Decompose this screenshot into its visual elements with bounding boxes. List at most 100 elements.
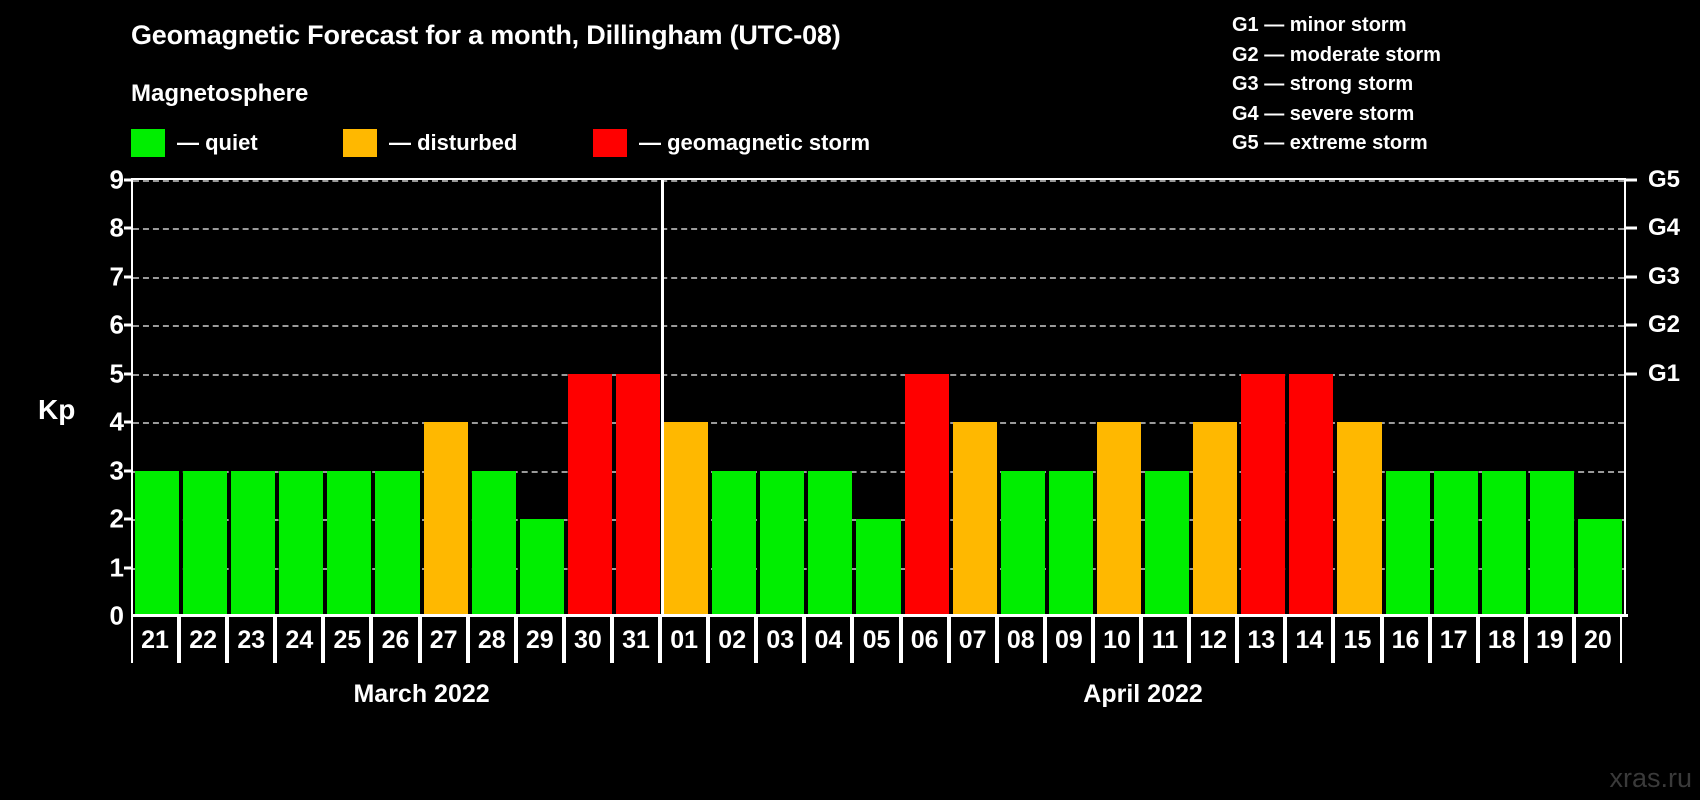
bar[interactable] (1529, 470, 1574, 616)
bar[interactable] (471, 470, 516, 616)
date-cell[interactable]: 06 (900, 617, 949, 663)
date-cell[interactable]: 13 (1237, 617, 1286, 663)
date-cell[interactable]: 26 (371, 617, 420, 663)
bar[interactable] (231, 470, 276, 616)
y-tick-mark-8 (124, 226, 133, 230)
bar-slot (806, 180, 854, 616)
bar[interactable] (1048, 470, 1093, 616)
date-cell[interactable]: 12 (1189, 617, 1238, 663)
date-cell[interactable]: 28 (467, 617, 516, 663)
month-label-1: April 2022 (1083, 680, 1203, 708)
bar-slot (1047, 180, 1095, 616)
bar[interactable] (327, 470, 372, 616)
date-cell[interactable]: 30 (563, 617, 612, 663)
g-tick-label-g2: G2 (1648, 311, 1681, 339)
date-cell[interactable]: 24 (275, 617, 324, 663)
date-cell[interactable]: 22 (179, 617, 228, 663)
date-cell[interactable]: 17 (1429, 617, 1478, 663)
g-tick-mark-g5 (1626, 178, 1637, 182)
bar[interactable] (1385, 470, 1430, 616)
bar-slot (903, 180, 951, 616)
date-cell[interactable]: 23 (227, 617, 276, 663)
y-tick-label-2: 2 (109, 503, 124, 534)
bar[interactable] (1145, 470, 1190, 616)
bar[interactable] (1000, 470, 1045, 616)
bar[interactable] (1241, 373, 1286, 616)
date-cell[interactable]: 03 (756, 617, 805, 663)
y-tick-mark-7 (124, 275, 133, 279)
y-tick-label-3: 3 (109, 455, 124, 486)
legend-item-label: — geomagnetic storm (639, 130, 871, 155)
date-cell[interactable]: 21 (131, 617, 180, 663)
date-cell[interactable]: 27 (419, 617, 468, 663)
g-tick-label-g3: G3 (1648, 262, 1681, 290)
bar[interactable] (904, 373, 949, 616)
bar[interactable] (1289, 373, 1334, 616)
legend-item-1: — disturbed (343, 128, 517, 158)
bar[interactable] (615, 373, 661, 616)
y-tick-label-6: 6 (109, 309, 124, 340)
date-cell[interactable]: 20 (1573, 617, 1622, 663)
bar[interactable] (664, 422, 709, 616)
bar[interactable] (567, 373, 612, 616)
date-cell[interactable]: 02 (708, 617, 757, 663)
date-cell[interactable]: 29 (515, 617, 564, 663)
bar-slot (854, 180, 902, 616)
bar-slot (1384, 180, 1432, 616)
bar[interactable] (279, 470, 324, 616)
bar[interactable] (808, 470, 853, 616)
date-cell[interactable]: 31 (611, 617, 661, 663)
date-cell[interactable]: 11 (1141, 617, 1190, 663)
bar[interactable] (135, 470, 180, 616)
x-axis-line (131, 614, 1628, 617)
bar[interactable] (1337, 422, 1382, 616)
y-tick-mark-1 (124, 566, 133, 570)
bar[interactable] (952, 422, 997, 616)
legend-item-2: — geomagnetic storm (593, 128, 870, 158)
date-cell[interactable]: 07 (948, 617, 997, 663)
orange-square-icon (343, 129, 377, 157)
bar-slot (1239, 180, 1287, 616)
date-cell[interactable]: 15 (1333, 617, 1382, 663)
date-cell[interactable]: 09 (1044, 617, 1093, 663)
bar-slot (662, 180, 710, 616)
bar[interactable] (519, 519, 564, 616)
date-cell[interactable]: 04 (804, 617, 853, 663)
date-cell[interactable]: 01 (660, 617, 709, 663)
date-cell[interactable]: 16 (1381, 617, 1430, 663)
bar[interactable] (1096, 422, 1142, 616)
bar[interactable] (856, 519, 901, 616)
bar[interactable] (760, 470, 805, 616)
date-cell[interactable]: 19 (1525, 617, 1574, 663)
bar[interactable] (375, 470, 420, 616)
bar-slot (1335, 180, 1383, 616)
storm-scale-row-g4: G4 — severe storm (1232, 102, 1415, 125)
bar[interactable] (1577, 519, 1622, 616)
bar-slot (133, 180, 181, 616)
date-cell[interactable]: 05 (852, 617, 901, 663)
date-cell[interactable]: 25 (323, 617, 372, 663)
g-tick-label-g5: G5 (1648, 166, 1681, 193)
bar[interactable] (712, 470, 757, 616)
legend-item-label: — quiet (177, 130, 258, 155)
date-cell[interactable]: 18 (1477, 617, 1526, 663)
bar[interactable] (423, 422, 468, 616)
y-tick-mark-3 (124, 469, 133, 473)
bar[interactable] (1481, 470, 1526, 616)
month-divider (660, 178, 664, 616)
bar-slot (229, 180, 277, 616)
date-cell[interactable]: 08 (996, 617, 1045, 663)
bar[interactable] (183, 470, 228, 616)
g-tick-mark-g1 (1626, 372, 1637, 376)
date-cell[interactable]: 10 (1092, 617, 1142, 663)
gridline-kp-9 (133, 180, 1624, 182)
bar[interactable] (1193, 422, 1238, 616)
green-square-icon (131, 129, 165, 157)
y-tick-label-5: 5 (109, 358, 124, 389)
bar[interactable] (1433, 470, 1478, 616)
bar-series (133, 180, 1624, 616)
date-cell[interactable]: 14 (1285, 617, 1334, 663)
bar-slot (470, 180, 518, 616)
y-tick-label-1: 1 (109, 552, 124, 583)
